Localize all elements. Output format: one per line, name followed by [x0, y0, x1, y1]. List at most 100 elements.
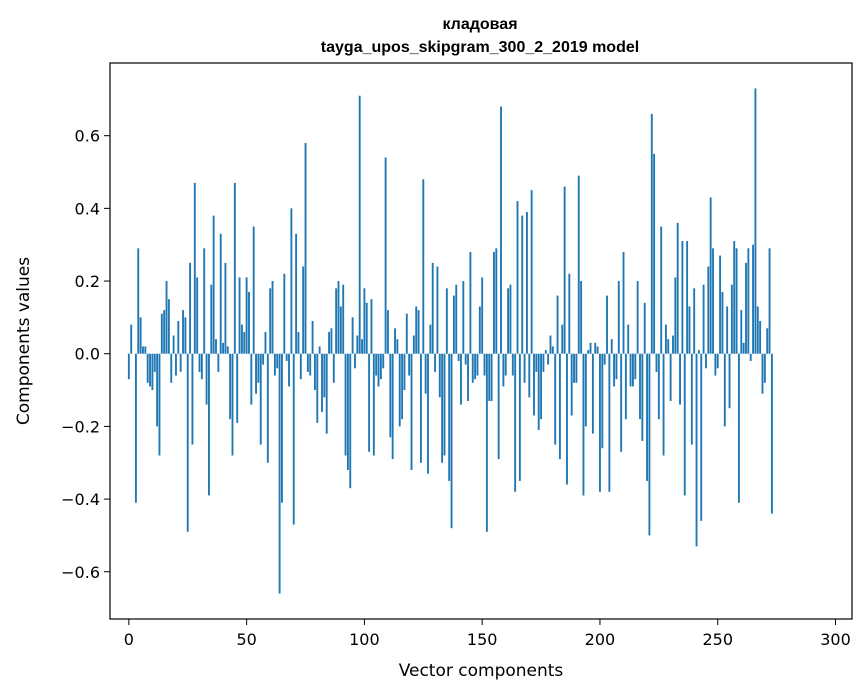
bar — [483, 353, 486, 376]
bar — [130, 324, 133, 354]
bar — [558, 353, 561, 460]
bar — [158, 353, 161, 456]
bar — [674, 277, 677, 354]
bar — [653, 153, 656, 354]
bar — [203, 248, 206, 354]
bar — [726, 306, 729, 354]
bar — [709, 197, 712, 354]
bar — [719, 255, 722, 354]
bar — [276, 353, 279, 369]
bar — [737, 353, 740, 503]
bar — [146, 353, 149, 383]
bar — [540, 353, 542, 420]
bar — [431, 262, 434, 354]
bar — [394, 328, 396, 354]
bar — [631, 353, 634, 387]
bar — [723, 353, 726, 427]
bar — [452, 295, 455, 354]
bar — [620, 353, 623, 452]
bar — [747, 248, 750, 354]
bar — [309, 353, 312, 376]
bar — [587, 350, 590, 354]
bar — [766, 328, 769, 354]
bar — [434, 353, 436, 372]
bar — [363, 288, 366, 354]
bar — [573, 353, 575, 383]
bar — [589, 342, 592, 354]
x-tick-label: 300 — [820, 630, 851, 649]
bar — [561, 324, 564, 354]
bar — [497, 353, 500, 460]
bar — [627, 324, 630, 354]
bar — [339, 306, 342, 354]
x-tick-label: 200 — [585, 630, 616, 649]
bar — [707, 266, 710, 354]
bar — [205, 353, 208, 405]
bar — [224, 262, 227, 354]
bar — [745, 262, 747, 354]
x-tick-label: 50 — [236, 630, 256, 649]
bar — [568, 273, 571, 354]
bar — [290, 208, 293, 354]
bar — [695, 353, 698, 547]
bar — [165, 281, 168, 354]
bar — [236, 353, 239, 423]
bar — [403, 353, 406, 391]
bar — [283, 273, 286, 354]
bar — [511, 353, 514, 376]
bar — [549, 335, 552, 354]
bar — [335, 288, 338, 354]
bar — [398, 353, 401, 427]
bar — [752, 244, 754, 354]
bar — [657, 353, 660, 420]
bar — [252, 226, 255, 354]
bar — [690, 353, 693, 445]
bar — [240, 324, 243, 354]
bar — [634, 353, 637, 380]
bar — [396, 339, 399, 354]
bar — [500, 106, 502, 354]
bar — [768, 248, 771, 354]
bar — [325, 353, 328, 434]
bar — [354, 353, 356, 369]
bar — [636, 281, 639, 354]
bar — [342, 284, 345, 354]
bar — [537, 353, 540, 431]
bar — [733, 241, 736, 354]
bar — [137, 248, 140, 354]
bar — [184, 317, 187, 354]
bar — [255, 353, 257, 394]
bar — [688, 306, 691, 354]
bar — [344, 353, 347, 456]
bar — [321, 353, 323, 412]
bar — [346, 353, 349, 471]
bar — [523, 353, 526, 383]
bar — [521, 215, 524, 354]
bar — [372, 353, 375, 456]
bar — [226, 346, 229, 354]
bar — [144, 346, 147, 354]
bar — [302, 266, 305, 354]
bar — [697, 350, 700, 354]
x-tick-label: 0 — [124, 630, 134, 649]
bar — [700, 353, 703, 521]
bar — [177, 321, 180, 354]
y-tick-label: −0.4 — [61, 490, 100, 509]
bar — [615, 353, 618, 380]
bar — [356, 335, 359, 354]
bar — [735, 248, 738, 354]
bar — [763, 353, 766, 383]
bar — [617, 281, 620, 354]
bar — [156, 353, 159, 427]
bar — [448, 353, 451, 481]
bar — [196, 277, 199, 354]
bar — [259, 353, 262, 445]
bar — [323, 353, 326, 398]
bar — [474, 353, 477, 380]
bar — [613, 353, 616, 387]
bar — [683, 353, 686, 496]
bar — [714, 353, 717, 376]
bar — [269, 288, 272, 354]
bar — [389, 353, 392, 438]
bar — [189, 262, 192, 354]
